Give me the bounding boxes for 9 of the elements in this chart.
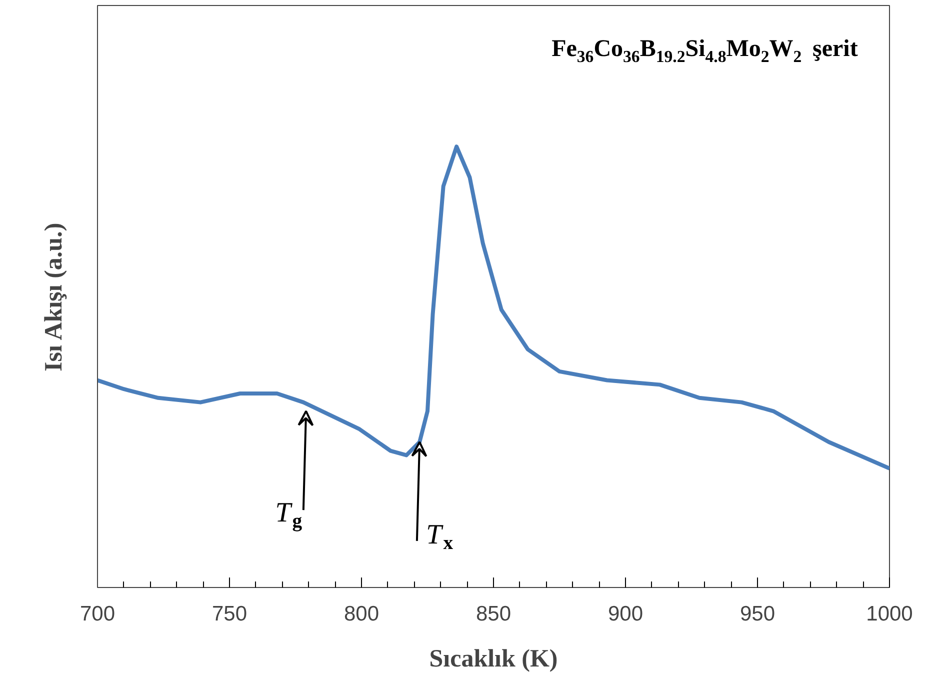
y-axis-title: Isı Akışı (a.u.) bbox=[40, 222, 68, 372]
x-tick-label: 900 bbox=[608, 602, 644, 626]
x-tick-label: 950 bbox=[740, 602, 776, 626]
x-tick-label: 1000 bbox=[866, 602, 913, 626]
x-tick-label: 850 bbox=[476, 602, 512, 626]
x-tick-label: 700 bbox=[80, 602, 116, 626]
x-tick-label: 750 bbox=[212, 602, 248, 626]
x-axis-title: Sıcaklık (K) bbox=[429, 646, 558, 672]
x-tick-label: 800 bbox=[344, 602, 380, 626]
